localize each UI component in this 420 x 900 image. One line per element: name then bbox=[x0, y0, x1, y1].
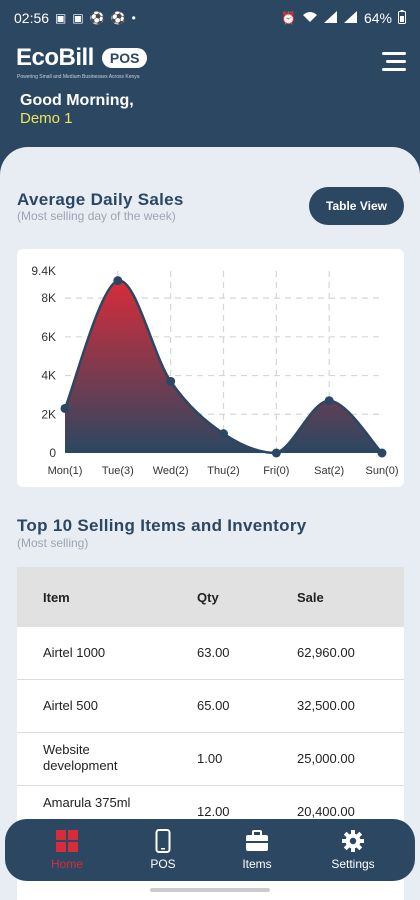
nav-settings-label: Settings bbox=[331, 857, 375, 871]
battery-percent: 64% bbox=[363, 10, 392, 26]
data-point bbox=[271, 448, 281, 458]
item-name: Website development bbox=[43, 742, 118, 773]
x-tick-label: Sat(2) bbox=[314, 465, 344, 477]
logo-pos-badge: POS bbox=[101, 48, 148, 68]
y-tick-label: 4K bbox=[41, 369, 56, 383]
nav-home[interactable]: Home bbox=[27, 829, 107, 871]
sales-section-subtitle: (Most selling day of the week) bbox=[17, 209, 176, 223]
x-tick-label: Wed(2) bbox=[153, 465, 189, 477]
battery-icon bbox=[398, 9, 406, 27]
item-sale: 32,500.00 bbox=[297, 698, 355, 713]
column-header-sale: Sale bbox=[297, 590, 324, 605]
dot-icon: • bbox=[131, 11, 136, 25]
table-header-row: Item Qty Sale bbox=[17, 567, 404, 627]
logo-text: EcoBill bbox=[16, 44, 94, 71]
data-point bbox=[219, 429, 228, 439]
status-bar: 02:56 ▣ ▣ ⚽ ⚽ • ⏰ 64% bbox=[0, 0, 420, 36]
nav-pos[interactable]: POS bbox=[123, 829, 203, 871]
dashboard-icon bbox=[27, 829, 107, 853]
x-tick-label: Tue(3) bbox=[102, 465, 134, 477]
data-point bbox=[324, 396, 334, 406]
data-point bbox=[113, 276, 123, 286]
soccer-ball-icon: ⚽ bbox=[110, 11, 126, 25]
item-sale: 20,400.00 bbox=[297, 804, 355, 819]
gear-icon bbox=[313, 829, 393, 853]
bottom-navigation: Home POS Items Settings bbox=[5, 819, 415, 881]
data-point bbox=[60, 403, 70, 413]
row-divider bbox=[17, 732, 404, 733]
home-indicator bbox=[150, 888, 270, 892]
row-divider bbox=[17, 679, 404, 680]
status-time: 02:56 bbox=[14, 10, 50, 26]
items-section-title: Top 10 Selling Items and Inventory bbox=[17, 516, 307, 535]
y-tick-label: 6K bbox=[41, 330, 56, 344]
phone-icon bbox=[123, 829, 203, 853]
item-name: Airtel 500 bbox=[43, 698, 98, 713]
data-point bbox=[377, 448, 387, 458]
item-qty: 65.00 bbox=[197, 698, 230, 713]
briefcase-icon bbox=[217, 829, 297, 853]
nav-pos-label: POS bbox=[150, 857, 176, 871]
dashboard-content[interactable]: Average Daily Sales (Most selling day of… bbox=[0, 147, 420, 900]
nav-home-label: Home bbox=[50, 857, 83, 871]
x-tick-label: Sun(0) bbox=[365, 465, 398, 477]
logo-tagline: Powering Small and Medium Businesses Acr… bbox=[17, 74, 140, 80]
nav-items-label: Items bbox=[242, 857, 272, 871]
y-tick-label: 0 bbox=[49, 446, 56, 460]
y-tick-label: 2K bbox=[41, 407, 56, 421]
table-view-button[interactable]: Table View bbox=[309, 187, 404, 225]
x-tick-label: Thu(2) bbox=[207, 465, 239, 477]
user-name: Demo 1 bbox=[20, 110, 73, 127]
item-name: Amarula 375ml bbox=[43, 795, 131, 810]
sales-area-chart: 0 2K 4K 6K 8K 9.4K Mon(1) Tue(3) Wed(2) Thu(2) Fri… bbox=[31, 264, 398, 477]
hamburger-menu-icon[interactable] bbox=[380, 52, 406, 72]
item-qty: 12.00 bbox=[197, 804, 230, 819]
x-tick-label: Mon(1) bbox=[48, 465, 83, 477]
y-tick-label: 9.4K bbox=[31, 264, 56, 278]
app-logo: EcoBill POS bbox=[16, 44, 148, 72]
item-sale: 62,960.00 bbox=[297, 645, 355, 660]
greeting-text: Good Morning, bbox=[20, 92, 134, 109]
item-sale: 25,000.00 bbox=[297, 751, 355, 766]
items-section-subtitle: (Most selling) bbox=[17, 536, 89, 550]
image-notification-icon: ▣ bbox=[55, 11, 67, 25]
nav-settings[interactable]: Settings bbox=[313, 829, 393, 871]
data-point bbox=[166, 376, 176, 386]
item-qty: 63.00 bbox=[197, 645, 230, 660]
y-tick-label: 8K bbox=[41, 291, 56, 305]
sales-chart-card: 0 2K 4K 6K 8K 9.4K Mon(1) Tue(3) Wed(2) Thu(2) Fri… bbox=[17, 249, 404, 487]
image-notification-icon: ▣ bbox=[72, 11, 84, 25]
column-header-item: Item bbox=[43, 590, 70, 605]
header: EcoBill POS Powering Small and Medium Bu… bbox=[0, 36, 420, 146]
row-divider bbox=[17, 785, 404, 786]
column-header-qty: Qty bbox=[197, 590, 219, 605]
nav-items[interactable]: Items bbox=[217, 829, 297, 871]
item-qty: 1.00 bbox=[197, 751, 223, 766]
sales-section-title: Average Daily Sales bbox=[17, 190, 184, 209]
x-tick-label: Fri(0) bbox=[263, 465, 289, 477]
soccer-ball-icon: ⚽ bbox=[89, 11, 105, 25]
sales-area-fill bbox=[65, 280, 382, 453]
alarm-icon: ⏰ bbox=[281, 11, 296, 25]
signal-icon bbox=[343, 10, 358, 26]
item-name: Airtel 1000 bbox=[43, 645, 106, 660]
wifi-icon bbox=[302, 11, 318, 26]
signal-icon bbox=[323, 10, 338, 26]
